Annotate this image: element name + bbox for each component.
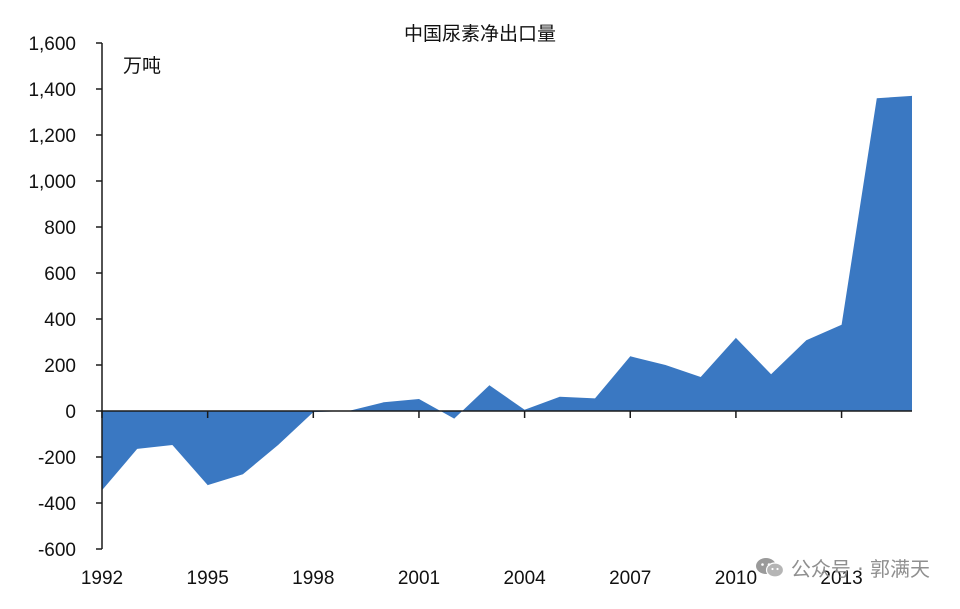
x-tick-label: 2007 [609,568,651,589]
y-tick-label: 1,000 [28,172,76,193]
watermark: 公众号 · 郭满天 [755,553,930,582]
wechat-icon [755,556,785,580]
unit-label: 万吨 [123,55,161,77]
x-tick-label: 1992 [81,568,123,589]
x-tick-label: 2010 [715,568,757,589]
series-area [102,96,912,490]
x-tick-label: 2001 [398,568,440,589]
y-tick-label: -400 [38,494,76,515]
y-tick-label: 600 [44,264,76,285]
y-tick-label: 400 [44,310,76,331]
y-tick-label: 200 [44,356,76,377]
x-tick-label: 1995 [187,568,229,589]
x-tick-label: 1998 [292,568,334,589]
y-tick-label: 0 [65,402,76,423]
y-tick-label: 1,400 [28,80,76,101]
y-tick-label: 1,200 [28,126,76,147]
y-tick-label: 800 [44,218,76,239]
y-tick-label: -200 [38,448,76,469]
chart-title: 中国尿素净出口量 [404,23,556,45]
watermark-text: 公众号 · 郭满天 [791,553,930,582]
x-tick-label: 2004 [503,568,546,589]
y-tick-label: -600 [38,540,76,561]
y-tick-label: 1,600 [28,34,76,55]
